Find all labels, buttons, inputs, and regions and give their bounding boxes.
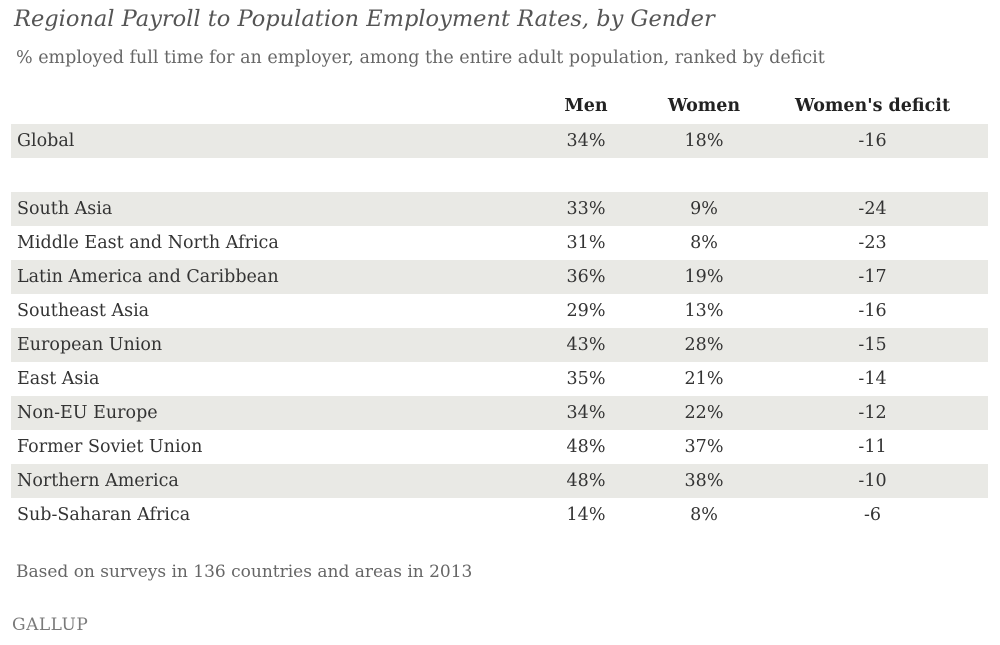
women-cell: 28% (651, 328, 757, 362)
region-cell: European Union (11, 328, 521, 362)
region-cell: East Asia (17, 369, 100, 389)
men-cell: 33% (521, 192, 651, 226)
table-row: Former Soviet Union 48% 37% -11 (11, 430, 988, 464)
deficit-cell: -16 (757, 124, 988, 158)
women-cell: 21% (684, 369, 724, 389)
region-cell: South Asia (11, 192, 521, 226)
table-row: Latin America and Caribbean 36% 19% -17 (11, 260, 988, 294)
spacer-row (11, 158, 988, 192)
men-cell: 35% (566, 369, 606, 389)
women-cell: 9% (651, 192, 757, 226)
table-row: European Union 43% 28% -15 (11, 328, 988, 362)
women-cell: 22% (651, 396, 757, 430)
women-cell: 8% (690, 233, 718, 253)
spacer-cell (11, 158, 988, 192)
header-women: Women (667, 96, 741, 116)
region-cell: Non-EU Europe (11, 396, 521, 430)
header-region (11, 88, 521, 124)
women-cell: 18% (651, 124, 757, 158)
deficit-cell: -24 (757, 192, 988, 226)
region-cell: Former Soviet Union (17, 437, 203, 457)
deficit-cell: -15 (757, 328, 988, 362)
deficit-cell: -17 (757, 260, 988, 294)
deficit-cell: -23 (858, 233, 887, 253)
region-cell: Northern America (11, 464, 521, 498)
region-cell: Latin America and Caribbean (11, 260, 521, 294)
region-cell: Southeast Asia (17, 301, 150, 321)
men-cell: 34% (521, 124, 651, 158)
men-cell: 29% (566, 301, 606, 321)
region-cell: Sub-Saharan Africa (17, 505, 191, 525)
women-cell: 19% (651, 260, 757, 294)
table-row: South Asia 33% 9% -24 (11, 192, 988, 226)
region-cell: Middle East and North Africa (17, 233, 279, 253)
deficit-cell: -12 (757, 396, 988, 430)
footnote: Based on surveys in 136 countries and ar… (16, 562, 473, 582)
table-row: Southeast Asia 29% 13% -16 (11, 294, 988, 328)
table-row: Sub-Saharan Africa 14% 8% -6 (11, 498, 988, 532)
chart-subtitle: % employed full time for an employer, am… (16, 48, 825, 68)
men-cell: 48% (566, 437, 606, 457)
women-cell: 13% (684, 301, 724, 321)
women-cell: 8% (690, 505, 718, 525)
deficit-cell: -11 (858, 437, 887, 457)
table-row: Middle East and North Africa 31% 8% -23 (11, 226, 988, 260)
deficit-cell: -14 (858, 369, 887, 389)
deficit-cell: -10 (757, 464, 988, 498)
men-cell: 36% (521, 260, 651, 294)
men-cell: 14% (566, 505, 606, 525)
deficit-cell: -6 (863, 505, 882, 525)
employment-table: Men Women Women's deficit Global 34% 18%… (11, 88, 988, 532)
region-cell: Global (11, 124, 521, 158)
table-row: Non-EU Europe 34% 22% -12 (11, 396, 988, 430)
table-row: Global 34% 18% -16 (11, 124, 988, 158)
chart-title: Regional Payroll to Population Employmen… (14, 6, 715, 32)
deficit-cell: -16 (858, 301, 887, 321)
header-men: Men (564, 96, 608, 116)
men-cell: 43% (521, 328, 651, 362)
men-cell: 48% (521, 464, 651, 498)
table-header-row: Men Women Women's deficit (11, 88, 988, 124)
men-cell: 34% (521, 396, 651, 430)
table-row: East Asia 35% 21% -14 (11, 362, 988, 396)
table-row: Northern America 48% 38% -10 (11, 464, 988, 498)
women-cell: 38% (651, 464, 757, 498)
gallup-logo: GALLUP (12, 615, 89, 635)
header-deficit: Women's deficit (794, 96, 951, 116)
women-cell: 37% (684, 437, 724, 457)
men-cell: 31% (566, 233, 606, 253)
